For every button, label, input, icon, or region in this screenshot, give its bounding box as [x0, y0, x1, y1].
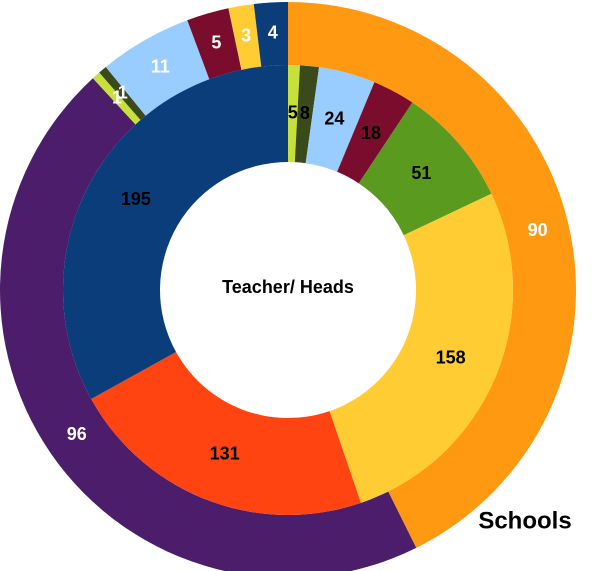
slice — [305, 67, 375, 172]
slice — [187, 8, 242, 80]
slice — [253, 2, 288, 67]
slice — [337, 82, 413, 184]
data-label: 3 — [241, 26, 251, 46]
data-label: 18 — [361, 123, 381, 143]
data-label: 51 — [411, 163, 431, 183]
data-label: 131 — [210, 443, 240, 463]
slice — [294, 65, 320, 164]
data-label: 24 — [324, 108, 344, 128]
slice — [0, 78, 417, 571]
slice — [288, 65, 300, 163]
data-label: 8 — [300, 103, 310, 123]
data-label: 195 — [121, 189, 151, 209]
slice — [228, 4, 262, 70]
slice — [329, 193, 513, 503]
slice — [288, 2, 576, 548]
data-label: 1 — [112, 88, 122, 108]
data-label: 11 — [151, 56, 170, 76]
data-label: 90 — [528, 220, 548, 240]
data-label: 5 — [211, 32, 221, 52]
slice — [358, 102, 492, 236]
data-label: 5 — [288, 102, 298, 122]
data-label: 4 — [268, 23, 278, 43]
outer-ring-name: Schools — [478, 507, 571, 534]
slice — [91, 352, 361, 515]
slice — [99, 66, 146, 121]
slice — [62, 65, 289, 400]
data-label: 96 — [67, 424, 87, 444]
slice — [105, 20, 210, 116]
data-label: 158 — [436, 347, 466, 367]
data-label: 1 — [118, 83, 128, 103]
slice — [92, 72, 141, 125]
inner-ring-name: Teacher/ Heads — [222, 277, 354, 297]
